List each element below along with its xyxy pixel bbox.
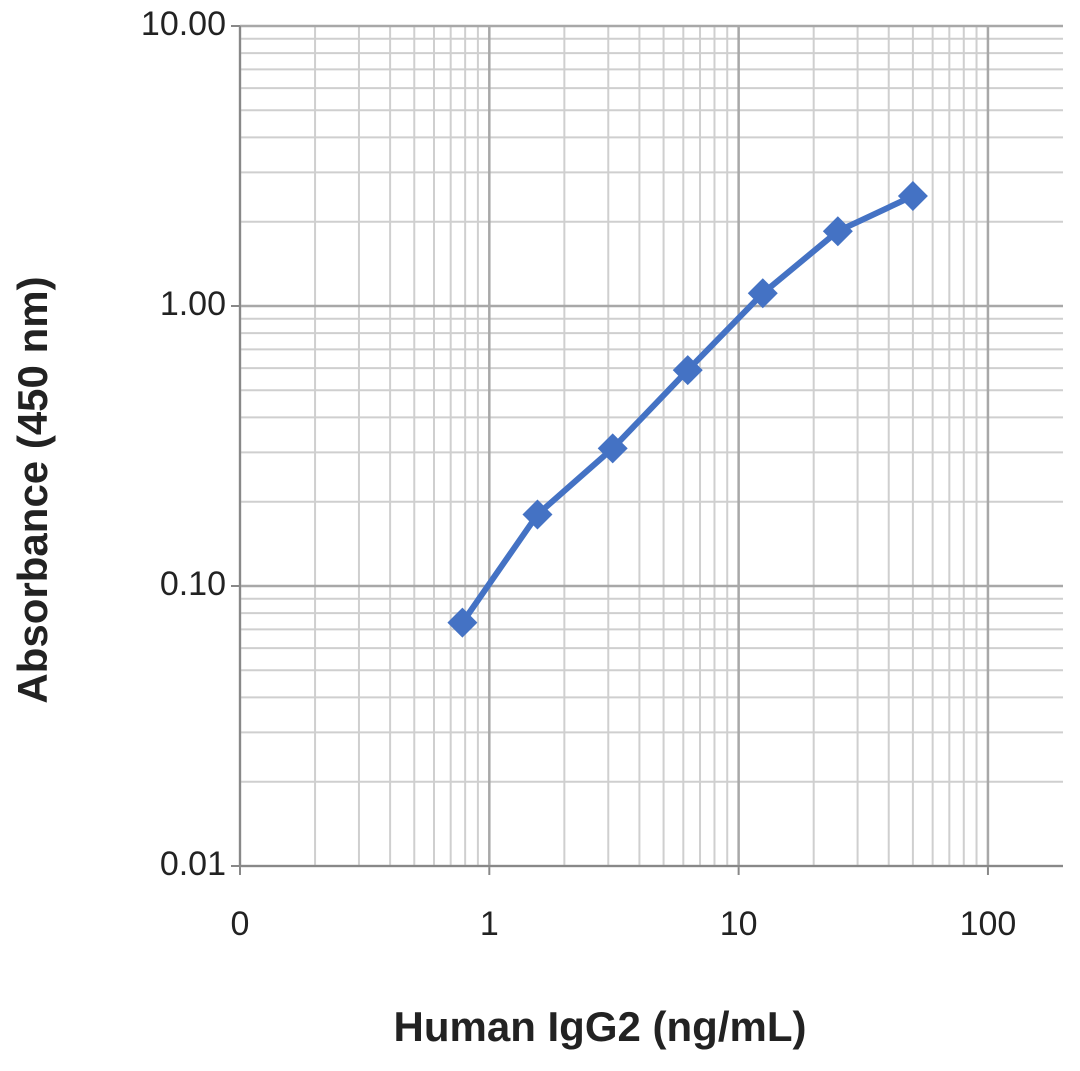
- x-axis-title: Human IgG2 (ng/mL): [394, 1003, 807, 1050]
- x-tick-label: 1: [480, 905, 499, 943]
- y-tick-label: 10.00: [141, 5, 226, 43]
- y-tick-label: 0.01: [160, 845, 226, 883]
- x-tick-label: 10: [720, 905, 758, 943]
- marker: [897, 181, 928, 212]
- marker: [747, 278, 778, 309]
- x-tick-label: 100: [960, 905, 1017, 943]
- y-tick-label: 0.10: [160, 565, 226, 603]
- marker: [822, 216, 853, 247]
- marker: [597, 433, 628, 464]
- marker: [447, 607, 478, 638]
- marker: [672, 355, 703, 386]
- series-line: [459, 193, 915, 625]
- y-axis-title: Absorbance (450 nm): [9, 276, 56, 703]
- marker: [522, 499, 553, 530]
- y-tick-label: 1.00: [160, 285, 226, 323]
- x-tick-label: 0: [231, 905, 250, 943]
